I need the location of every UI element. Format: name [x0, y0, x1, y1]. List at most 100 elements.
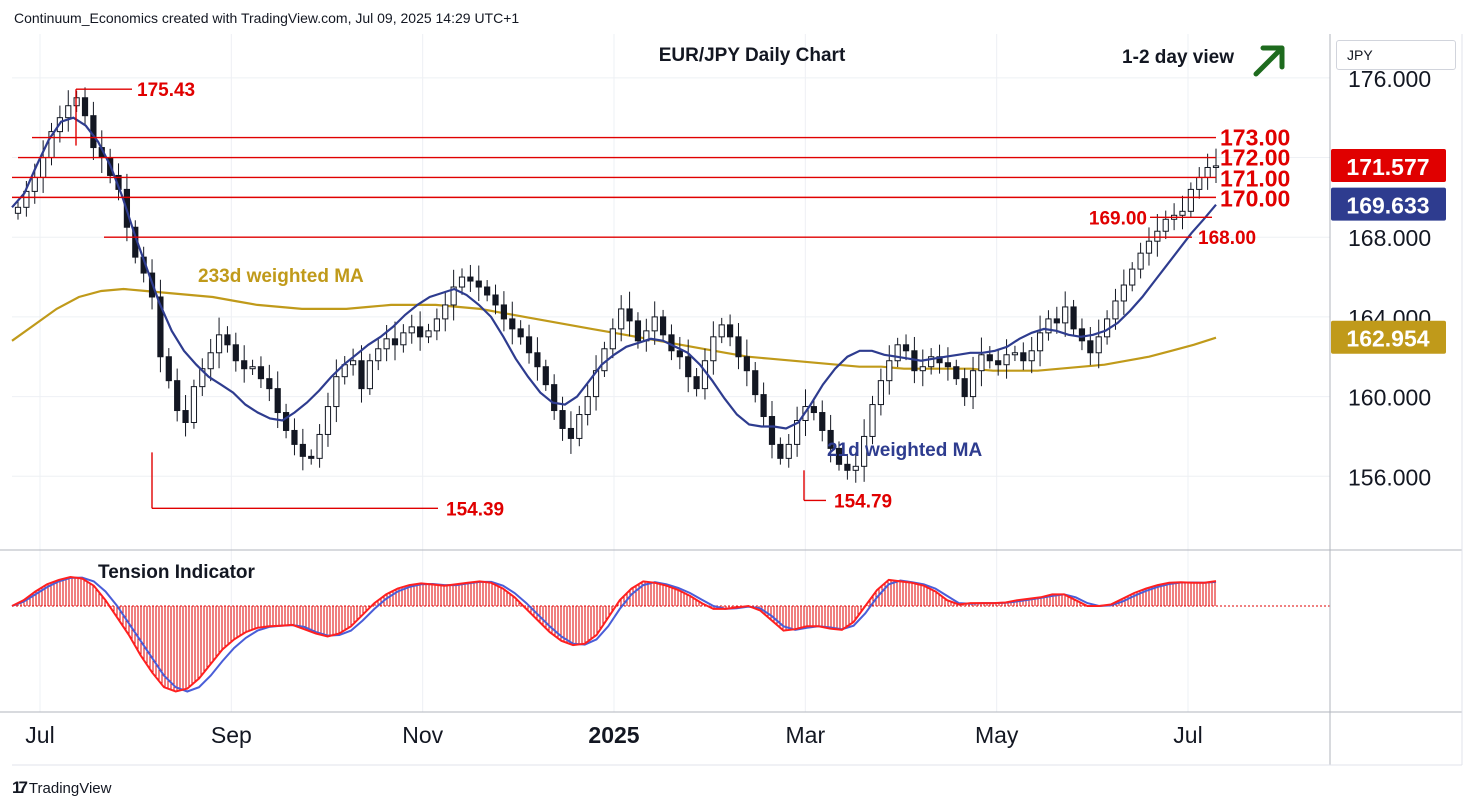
candle-body — [995, 360, 1002, 366]
candle-body — [986, 354, 993, 362]
x-tick-label: Jul — [25, 722, 54, 748]
candle — [710, 321, 717, 375]
candle-body — [40, 157, 47, 178]
candle — [659, 309, 667, 342]
candle — [1187, 182, 1194, 218]
candle — [1070, 299, 1077, 336]
candle-body — [408, 326, 415, 334]
x-tick-label: Jul — [1173, 722, 1202, 748]
candle-body — [869, 404, 876, 437]
candle — [576, 405, 583, 447]
price-tag-box — [1331, 320, 1446, 354]
candle — [718, 317, 725, 344]
candle-body — [978, 354, 985, 372]
tradingview-logo[interactable]: 17 TradingView — [12, 778, 111, 798]
candle-body — [1078, 328, 1086, 342]
price-tag-label: 162.954 — [1346, 326, 1429, 352]
candle-body — [777, 443, 784, 459]
candle-body — [417, 326, 424, 338]
candle — [685, 339, 692, 393]
candle — [785, 434, 792, 468]
candle-body — [760, 394, 767, 418]
candle-body — [542, 366, 549, 386]
x-tick-label: Mar — [786, 722, 826, 748]
candle — [969, 356, 977, 410]
candle — [752, 362, 759, 403]
price-tag: 169.633 — [1331, 187, 1446, 221]
candle-body — [190, 386, 198, 423]
candle — [1078, 318, 1086, 351]
candle-body — [467, 276, 474, 282]
candle-body — [1036, 332, 1044, 352]
candle — [1045, 310, 1052, 341]
candle-body — [718, 324, 725, 338]
price-tag-box — [1331, 148, 1446, 182]
candle — [542, 359, 549, 391]
candle — [65, 90, 72, 132]
candle — [48, 122, 55, 166]
candle-body — [31, 176, 38, 192]
candle-body — [567, 427, 575, 439]
candle — [484, 280, 491, 302]
candle — [232, 332, 239, 372]
level-label-171: 171.00 — [1220, 165, 1290, 191]
candle-body — [1145, 240, 1153, 254]
price-tag-label: 169.633 — [1346, 193, 1429, 219]
candle — [408, 314, 415, 344]
candle-body — [525, 336, 533, 354]
candle — [819, 400, 826, 442]
candle — [475, 265, 482, 301]
price-tag: 162.954 — [1331, 320, 1446, 354]
price-tags: 171.577 169.633 162.954 — [1331, 148, 1446, 354]
candle-body — [174, 380, 181, 412]
candle-body — [199, 368, 206, 388]
chart-header-credit: Continuum_Economics created with Trading… — [14, 10, 520, 26]
candle — [467, 264, 474, 292]
candle-body — [1011, 352, 1019, 356]
candle — [224, 326, 231, 353]
y-tick-label: 168.000 — [1348, 225, 1431, 251]
candle-body — [894, 344, 901, 362]
candle-body — [576, 414, 583, 439]
candle — [643, 318, 650, 352]
candle — [157, 279, 164, 373]
candle-body — [1112, 300, 1119, 320]
candle — [626, 291, 633, 337]
candle-body — [953, 366, 960, 380]
levels-layer — [12, 88, 1216, 510]
candle-body — [785, 443, 792, 459]
candle — [1162, 210, 1169, 240]
candle-body — [1196, 176, 1203, 190]
candle-body — [902, 344, 910, 352]
candle-body — [794, 420, 801, 445]
candle — [1129, 262, 1136, 292]
level-label-173: 173.00 — [1220, 125, 1290, 151]
candle-body — [1212, 165, 1220, 168]
candle-body — [768, 416, 776, 445]
candle-body — [450, 286, 457, 306]
candle — [1196, 167, 1203, 199]
y-tick-label: 160.000 — [1348, 385, 1431, 411]
candle-body — [752, 370, 759, 396]
candle — [1011, 345, 1019, 362]
candle — [241, 345, 248, 383]
candle — [777, 437, 784, 465]
candle-body — [534, 352, 541, 368]
candle — [827, 414, 834, 463]
candle — [919, 349, 926, 387]
candle-body — [676, 350, 683, 358]
candle — [81, 87, 89, 126]
x-tick-label: May — [975, 722, 1019, 748]
candle-body — [241, 360, 248, 370]
candle — [1120, 269, 1127, 315]
candle — [308, 449, 315, 465]
currency-selector[interactable]: JPY — [1336, 40, 1456, 70]
candle-body — [919, 366, 926, 372]
candle-body — [1204, 166, 1211, 178]
candle-body — [1129, 268, 1136, 286]
candle-body — [425, 330, 432, 338]
candle-body — [1095, 336, 1102, 354]
candle — [651, 301, 658, 345]
level-label-172: 172.00 — [1220, 145, 1290, 171]
candle-body — [282, 412, 290, 431]
